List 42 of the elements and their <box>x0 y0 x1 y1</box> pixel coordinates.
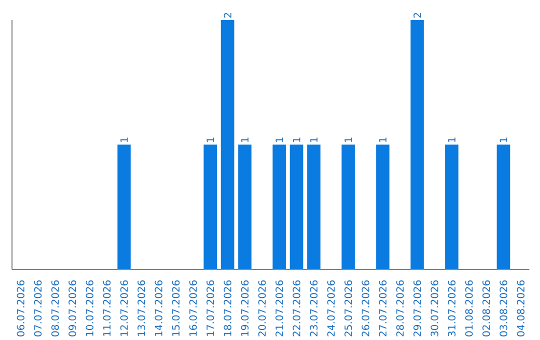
x-tick-label: 28.07.2026 <box>396 280 404 336</box>
x-tick-label: 07.07.2026 <box>34 280 42 336</box>
x-tick-label: 23.07.2026 <box>310 280 318 336</box>
x-tick-label: 10.07.2026 <box>86 280 94 336</box>
data-label: 1 <box>310 138 318 142</box>
x-tick-label: 12.07.2026 <box>120 280 128 336</box>
x-tick-label: 15.07.2026 <box>172 280 180 336</box>
data-label: 1 <box>448 138 456 142</box>
x-tick-label: 22.07.2026 <box>292 280 300 336</box>
data-label: 2 <box>224 13 232 18</box>
x-tick-label: 30.07.2026 <box>430 280 438 336</box>
x-tick-label: 01.08.2026 <box>465 280 473 336</box>
x-tick-label: 19.07.2026 <box>241 280 249 336</box>
x-tick-label: 18.07.2026 <box>224 280 232 336</box>
x-tick-label: 26.07.2026 <box>362 280 370 336</box>
data-label: 1 <box>500 138 508 142</box>
data-label: 1 <box>241 138 248 142</box>
x-tick-label: 21.07.2026 <box>276 280 284 336</box>
x-tick-label: 17.07.2026 <box>206 280 214 336</box>
data-label: 1 <box>120 138 128 142</box>
x-tick-label: 29.07.2026 <box>413 280 422 336</box>
x-tick-label: 27.07.2026 <box>378 280 387 336</box>
data-label: 2 <box>414 13 421 18</box>
x-tick-label: 08.07.2026 <box>51 280 59 336</box>
data-label: 1 <box>344 138 352 142</box>
data-label: 1 <box>276 138 283 142</box>
data-label: 1 <box>292 138 300 142</box>
x-tick-label: 31.07.2026 <box>448 280 456 336</box>
x-tick-label: 04.08.2026 <box>516 280 524 336</box>
x-tick-label: 06.07.2026 <box>16 280 24 336</box>
x-tick-label: 02.08.2026 <box>482 280 490 336</box>
x-tick-label: 11.07.2026 <box>103 280 111 336</box>
x-tick-label: 03.08.2026 <box>500 280 508 336</box>
data-label: 1 <box>379 138 386 142</box>
x-tick-label: 20.07.2026 <box>258 280 266 336</box>
x-tick-label: 16.07.2026 <box>189 280 197 336</box>
x-tick-label: 09.07.2026 <box>68 280 76 336</box>
x-tick-label: 13.07.2026 <box>138 280 146 336</box>
x-tick-label: 25.07.2026 <box>344 280 352 336</box>
x-tick-label: 14.07.2026 <box>154 280 162 336</box>
x-tick-label: 24.07.2026 <box>327 280 335 336</box>
data-label: 1 <box>206 138 214 142</box>
